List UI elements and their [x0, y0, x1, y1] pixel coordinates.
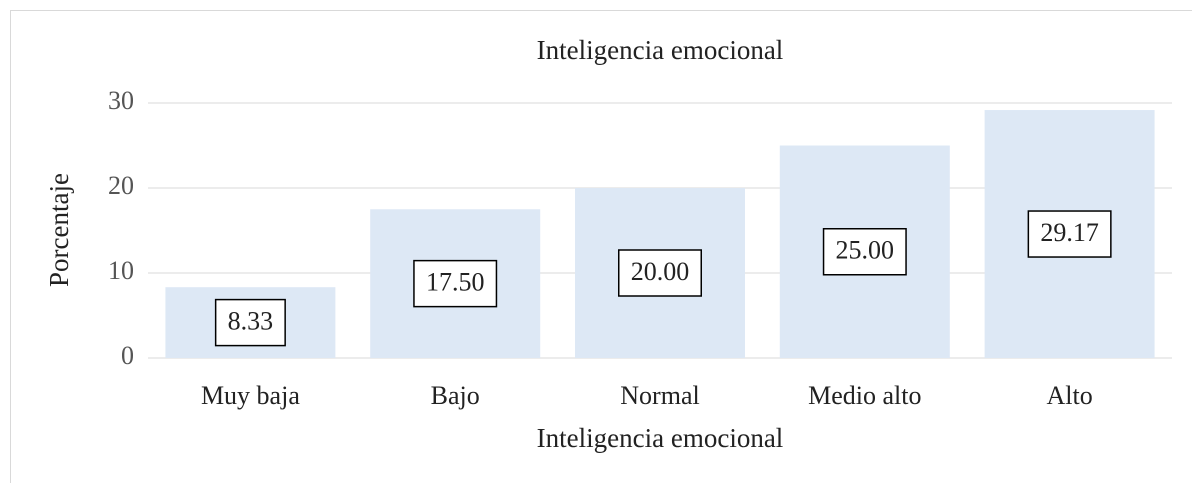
- value-label: 29.17: [1040, 218, 1099, 247]
- value-label-box: [1027, 210, 1112, 258]
- y-tick-label: 0: [121, 341, 134, 370]
- value-label: 25.00: [836, 236, 895, 265]
- chart-border: [10, 10, 1192, 483]
- value-label: 20.00: [631, 257, 690, 286]
- y-tick-label: 20: [108, 171, 134, 200]
- x-tick-label: Muy baja: [201, 381, 300, 410]
- value-label-box: [618, 249, 702, 297]
- x-axis-label: Inteligencia emocional: [537, 423, 784, 453]
- x-tick-label: Bajo: [431, 381, 480, 410]
- value-label: 8.33: [228, 307, 274, 336]
- chart-title: Inteligencia emocional: [537, 35, 784, 65]
- y-axis-label: Porcentaje: [44, 173, 74, 287]
- value-label: 17.50: [426, 268, 485, 297]
- value-label-box: [214, 298, 286, 347]
- x-tick-label: Normal: [620, 381, 699, 410]
- value-label-box: [413, 259, 498, 308]
- y-tick-label: 30: [108, 86, 134, 115]
- value-label-box: [822, 228, 907, 276]
- x-tick-label: Medio alto: [808, 381, 921, 410]
- y-tick-label: 10: [108, 256, 134, 285]
- x-tick-label: Alto: [1046, 381, 1092, 410]
